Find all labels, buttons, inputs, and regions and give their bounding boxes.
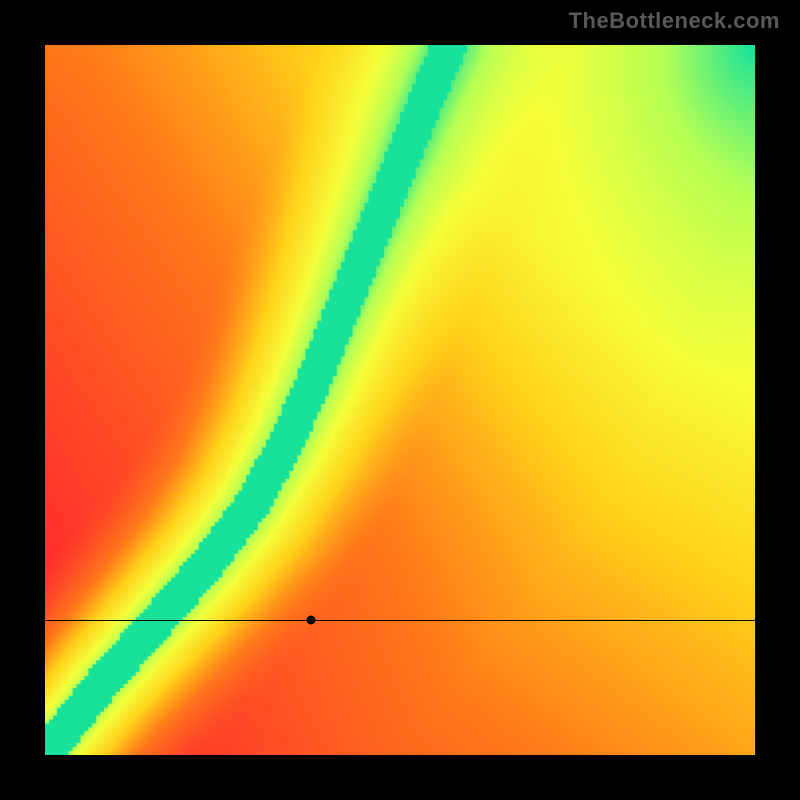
crosshair-horizontal <box>45 620 755 621</box>
heatmap-canvas <box>45 45 755 755</box>
watermark-text: TheBottleneck.com <box>569 8 780 34</box>
crosshair-vertical <box>311 755 312 800</box>
crosshair-dot <box>307 616 316 625</box>
bottleneck-heatmap <box>45 45 755 755</box>
